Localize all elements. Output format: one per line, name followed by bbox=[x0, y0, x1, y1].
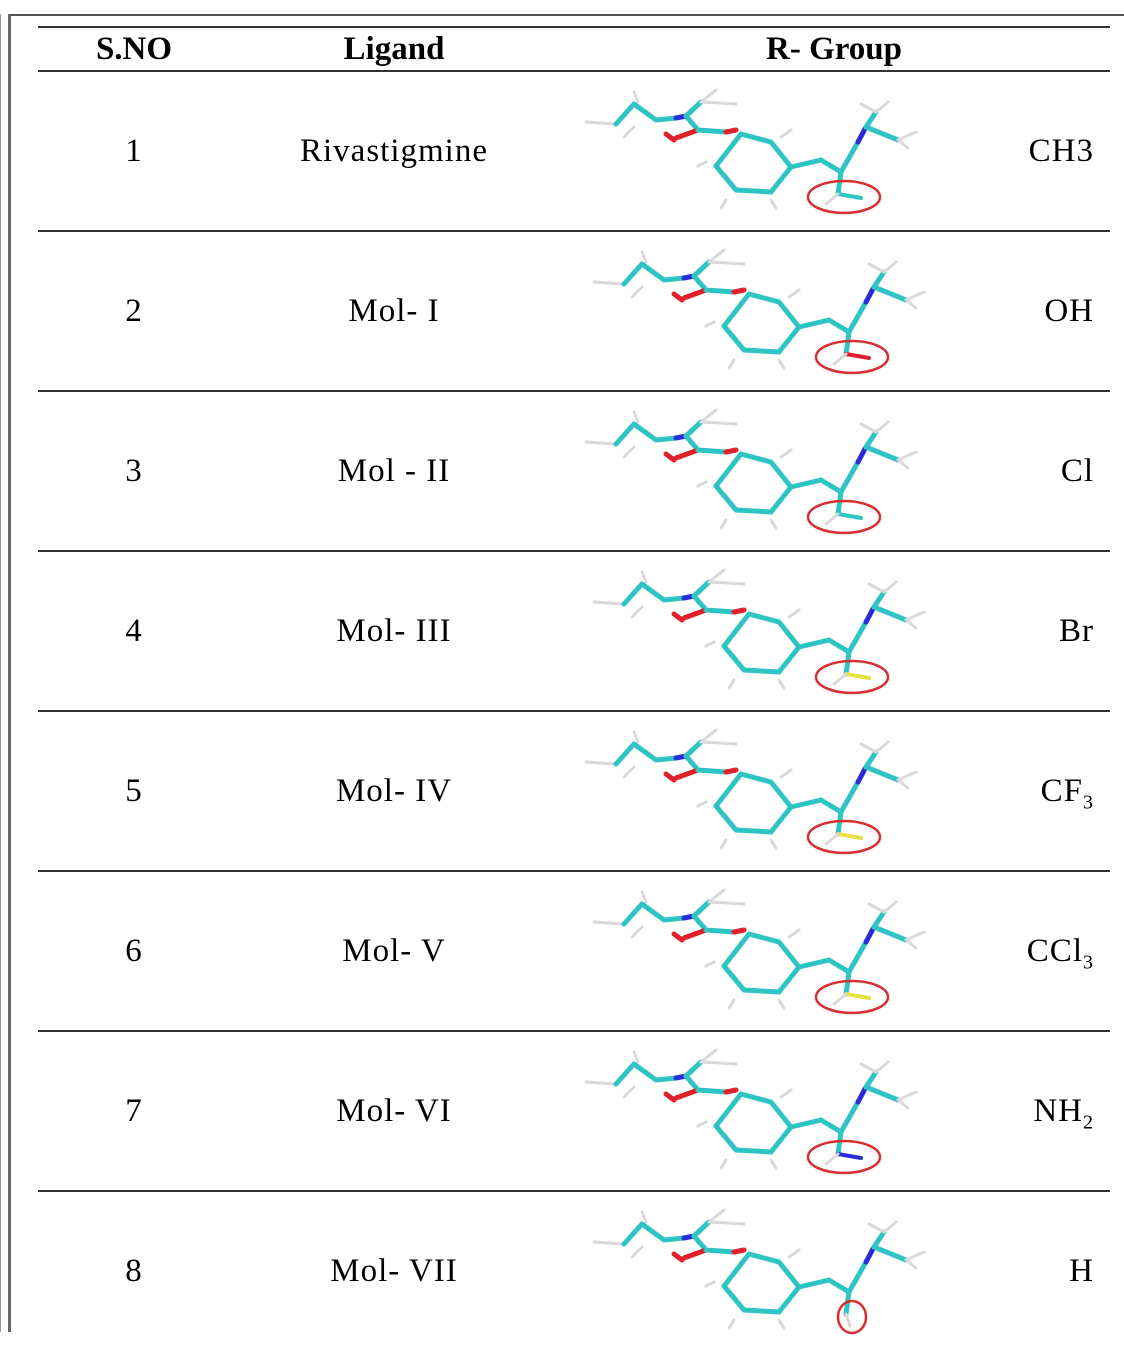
row-rgroup: Cl bbox=[558, 391, 1110, 552]
table-header-row: S.NO Ligand R- Group bbox=[38, 26, 1110, 72]
row-rgroup: CH3 bbox=[558, 71, 1110, 232]
row-sno: 5 bbox=[38, 711, 230, 872]
header-rgroup: R- Group bbox=[558, 26, 1110, 72]
rgroup-formula: NH bbox=[1033, 1093, 1083, 1129]
rgroup-label: Br bbox=[1059, 552, 1094, 710]
molecule-structure-2 bbox=[592, 248, 926, 375]
ligand-table: S.NO Ligand R- Group 1 Rivastigmine CH3 2 Mo… bbox=[38, 26, 1110, 1350]
table-row: 3 Mol - II Cl bbox=[38, 391, 1110, 552]
table-row: 6 Mol- V CCl3 bbox=[38, 871, 1110, 1032]
frame-border-outer bbox=[0, 14, 1, 1332]
r-group-highlight-circle bbox=[814, 979, 890, 1015]
rgroup-label: CCl3 bbox=[1027, 872, 1094, 1030]
molecule-structure-3 bbox=[584, 408, 918, 535]
rgroup-cell: CCl3 bbox=[558, 872, 1110, 1030]
rgroup-formula: Cl bbox=[1060, 453, 1094, 489]
table-row: 1 Rivastigmine CH3 bbox=[38, 71, 1110, 232]
rgroup-cell: CH3 bbox=[558, 72, 1110, 230]
rgroup-formula: CH3 bbox=[1028, 133, 1094, 169]
row-sno: 7 bbox=[38, 1031, 230, 1192]
rgroup-label: Cl bbox=[1061, 392, 1094, 550]
rgroup-label: CF3 bbox=[1041, 712, 1094, 870]
row-ligand: Rivastigmine bbox=[230, 71, 558, 232]
row-ligand: Mol - II bbox=[230, 391, 558, 552]
row-rgroup: CCl3 bbox=[558, 871, 1110, 1032]
rgroup-formula: CCl bbox=[1026, 933, 1083, 969]
row-rgroup: OH bbox=[558, 231, 1110, 392]
row-ligand: Mol- VII bbox=[330, 1252, 458, 1289]
frame-border-left bbox=[8, 14, 11, 1332]
rgroup-cell: OH bbox=[558, 232, 1110, 390]
row-ligand: Mol- IV bbox=[230, 711, 558, 872]
table-row: 8 Mol- VII H bbox=[38, 1191, 1110, 1350]
rgroup-formula: H bbox=[1069, 1253, 1094, 1289]
header-sno: S.NO bbox=[38, 26, 230, 72]
molecule-structure-5 bbox=[584, 728, 918, 855]
row-rgroup: NH2 bbox=[558, 1031, 1110, 1192]
row-rgroup: CF3 bbox=[558, 711, 1110, 872]
r-group-highlight-circle bbox=[814, 659, 890, 695]
rgroup-cell: CF3 bbox=[558, 712, 1110, 870]
molecule-structure-4 bbox=[592, 568, 926, 695]
row-sno: 1 bbox=[38, 71, 230, 232]
rgroup-subscript: 2 bbox=[1083, 1111, 1094, 1134]
molecule-structure-7 bbox=[584, 1048, 918, 1175]
molecule-structure-8 bbox=[592, 1208, 926, 1335]
rgroup-label: H bbox=[1069, 1192, 1094, 1350]
row-sno: 6 bbox=[38, 871, 230, 1032]
rgroup-label: NH2 bbox=[1033, 1032, 1094, 1190]
molecule-structure-6 bbox=[592, 888, 926, 1015]
row-ligand: Mol- I bbox=[230, 231, 558, 392]
molecule-structure-1 bbox=[584, 88, 918, 215]
rgroup-cell: NH2 bbox=[558, 1032, 1110, 1190]
rgroup-subscript: 3 bbox=[1083, 951, 1094, 974]
row-sno: 8 bbox=[125, 1252, 143, 1289]
rgroup-cell: Br bbox=[558, 552, 1110, 710]
row-rgroup: Br bbox=[558, 551, 1110, 712]
row-sno: 3 bbox=[38, 391, 230, 552]
rgroup-formula: CF bbox=[1040, 773, 1083, 809]
table-row: 5 Mol- IV CF3 bbox=[38, 711, 1110, 872]
frame-border-top bbox=[10, 14, 1124, 16]
row-sno: 4 bbox=[38, 551, 230, 712]
row-ligand: Mol- III bbox=[230, 551, 558, 712]
rgroup-label: CH3 bbox=[1029, 72, 1094, 230]
rgroup-cell: Cl bbox=[558, 392, 1110, 550]
row-rgroup: H bbox=[558, 1191, 1110, 1350]
table-body: 1 Rivastigmine CH3 2 Mol- I OH 3 Mol - II Cl 4 Mol… bbox=[38, 71, 1110, 1350]
table-row: 4 Mol- III Br bbox=[38, 551, 1110, 712]
r-group-highlight-circle bbox=[806, 1139, 882, 1175]
r-group-highlight-circle bbox=[806, 179, 882, 215]
rgroup-cell: H bbox=[558, 1192, 1110, 1350]
rgroup-formula: Br bbox=[1059, 613, 1094, 649]
rgroup-label: OH bbox=[1044, 232, 1094, 390]
r-group-highlight-circle bbox=[806, 499, 882, 535]
table-row: 2 Mol- I OH bbox=[38, 231, 1110, 392]
table-row: 7 Mol- VI NH2 bbox=[38, 1031, 1110, 1192]
r-group-highlight-circle bbox=[836, 1299, 868, 1335]
rgroup-formula: OH bbox=[1044, 293, 1094, 329]
row-ligand: Mol- VI bbox=[230, 1031, 558, 1192]
row-sno: 2 bbox=[38, 231, 230, 392]
r-group-highlight-circle bbox=[814, 339, 890, 375]
header-ligand: Ligand bbox=[230, 26, 558, 72]
rgroup-subscript: 3 bbox=[1083, 791, 1094, 814]
r-group-highlight-circle bbox=[806, 819, 882, 855]
row-ligand: Mol- V bbox=[230, 871, 558, 1032]
